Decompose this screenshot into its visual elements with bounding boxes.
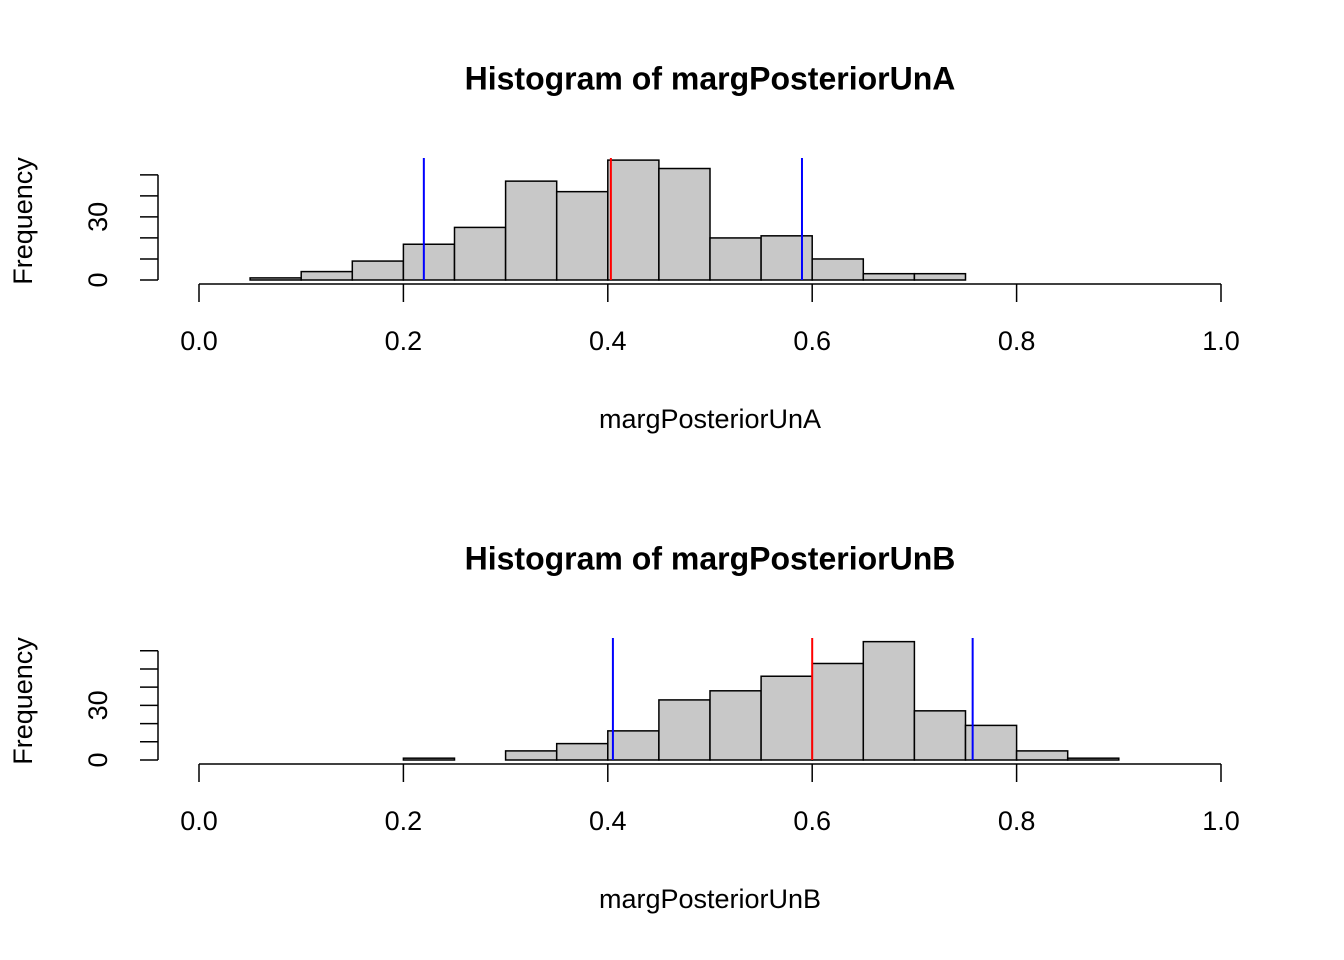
y-tick-label: 30 xyxy=(83,690,113,720)
bar xyxy=(504,750,558,761)
bar xyxy=(555,742,609,761)
bar xyxy=(607,730,660,761)
bar xyxy=(709,690,762,761)
bar xyxy=(1015,750,1069,761)
bar xyxy=(709,237,762,281)
chart-title: Histogram of margPosteriorUnA xyxy=(465,60,956,96)
bar xyxy=(913,272,967,281)
x-tick-label: 0.6 xyxy=(793,326,831,356)
bar xyxy=(862,272,916,281)
x-tick-label: 0.2 xyxy=(385,326,423,356)
x-tick-label: 0.0 xyxy=(180,806,218,836)
y-tick-label: 30 xyxy=(83,202,113,232)
x-tick-label: 0.0 xyxy=(180,326,218,356)
bar xyxy=(862,640,916,761)
x-axis-label: margPosteriorUnA xyxy=(599,404,821,434)
bar xyxy=(607,159,660,281)
bar xyxy=(964,724,1018,761)
bar xyxy=(811,258,865,281)
bar xyxy=(555,190,609,281)
y-tick-label: 0 xyxy=(83,752,113,767)
x-tick-label: 0.4 xyxy=(589,806,627,836)
x-tick-label: 0.8 xyxy=(998,326,1036,356)
x-tick-label: 1.0 xyxy=(1202,806,1240,836)
bar xyxy=(658,167,711,281)
x-tick-label: 0.2 xyxy=(385,806,423,836)
x-tick-label: 0.8 xyxy=(998,806,1036,836)
y-axis-label: Frequency xyxy=(8,637,38,765)
bar xyxy=(249,277,302,281)
x-tick-label: 1.0 xyxy=(1202,326,1240,356)
x-tick-label: 0.4 xyxy=(589,326,627,356)
x-tick-label: 0.6 xyxy=(793,806,831,836)
bar xyxy=(1066,757,1120,761)
bar xyxy=(402,243,456,281)
chart-title: Histogram of margPosteriorUnB xyxy=(465,540,956,576)
bar xyxy=(760,675,813,761)
y-tick-label: 0 xyxy=(83,272,113,287)
y-axis-label: Frequency xyxy=(8,157,38,285)
bar xyxy=(453,226,507,281)
bar xyxy=(658,699,711,761)
bar xyxy=(913,710,967,761)
bar xyxy=(300,270,354,281)
bar xyxy=(811,662,865,761)
x-axis-label: margPosteriorUnB xyxy=(599,884,821,914)
bar xyxy=(402,757,456,761)
bar xyxy=(351,260,405,281)
bar xyxy=(760,235,813,281)
bar xyxy=(504,180,558,281)
